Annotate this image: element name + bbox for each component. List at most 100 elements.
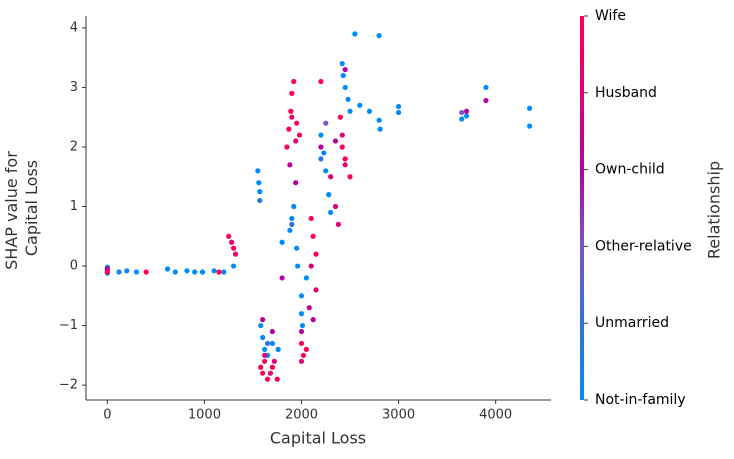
point: [306, 305, 312, 311]
point: [256, 180, 262, 186]
y-tick-label: 4: [70, 20, 78, 35]
point: [463, 108, 470, 114]
x-axis-label: Capital Loss: [270, 429, 366, 448]
point: [172, 269, 178, 275]
point: [229, 239, 235, 245]
point: [342, 162, 348, 168]
point: [527, 123, 533, 129]
point: [335, 221, 342, 227]
point: [255, 168, 261, 174]
point: [310, 233, 316, 239]
point: [323, 168, 329, 174]
point: [332, 203, 339, 210]
point: [279, 275, 285, 281]
point: [313, 251, 319, 257]
point: [293, 180, 299, 186]
point: [262, 346, 268, 352]
y-tick-label: −2: [59, 378, 78, 393]
point: [143, 269, 149, 275]
x-tick-label: 2000: [285, 408, 318, 423]
point: [459, 109, 465, 116]
point: [298, 358, 305, 364]
point: [260, 370, 266, 376]
y-tick-label: 1: [70, 199, 78, 214]
point: [339, 61, 345, 67]
y-axis-label-line: Capital Loss: [22, 160, 41, 256]
point: [347, 174, 353, 180]
point: [328, 209, 334, 216]
point: [527, 105, 533, 111]
point: [262, 352, 268, 358]
point: [192, 269, 198, 275]
point: [260, 334, 266, 341]
point: [269, 328, 275, 335]
point: [337, 114, 343, 120]
x-tick-label: 4000: [479, 408, 512, 423]
point: [308, 263, 314, 269]
point: [295, 263, 301, 269]
point: [293, 138, 299, 144]
colorbar: [580, 16, 584, 400]
colorbar-tick-label: Own-child: [595, 162, 665, 178]
point: [318, 132, 324, 138]
point: [230, 245, 237, 251]
point: [340, 72, 346, 79]
point: [395, 103, 402, 110]
point: [483, 84, 489, 91]
point: [308, 215, 314, 222]
point: [289, 114, 295, 120]
point: [289, 221, 295, 227]
point: [284, 144, 290, 150]
point: [376, 117, 382, 123]
point: [303, 275, 309, 281]
point: [274, 376, 280, 382]
point: [257, 189, 263, 195]
point: [230, 263, 237, 269]
point: [133, 269, 140, 275]
point: [323, 120, 329, 126]
point: [463, 113, 470, 119]
point: [483, 97, 489, 104]
point: [287, 162, 293, 168]
y-tick-label: 3: [70, 80, 78, 95]
y-axis-label: SHAP value for Capital Loss: [2, 146, 41, 270]
point: [377, 126, 383, 132]
point: [124, 268, 130, 274]
point: [104, 269, 110, 275]
point: [184, 268, 190, 274]
point: [258, 322, 264, 329]
point: [289, 90, 295, 96]
point: [199, 269, 206, 275]
point: [357, 102, 363, 108]
point: [318, 144, 324, 150]
point: [298, 328, 305, 335]
point: [287, 227, 293, 233]
point: [267, 370, 274, 376]
point: [291, 203, 297, 210]
point: [342, 66, 348, 73]
point: [342, 156, 348, 162]
x-tick-label: 0: [103, 408, 111, 423]
colorbar-tick-label: Unmarried: [595, 315, 669, 331]
point: [321, 150, 327, 156]
point: [264, 376, 271, 382]
y-tick-label: −1: [59, 318, 78, 333]
point: [303, 346, 309, 352]
point: [260, 317, 266, 323]
point: [291, 78, 297, 85]
point: [310, 317, 316, 323]
point: [347, 108, 353, 114]
point: [269, 364, 275, 370]
colorbar-tick-label: Other-relative: [595, 238, 692, 254]
point: [339, 132, 345, 138]
point: [288, 108, 294, 114]
point: [275, 346, 281, 352]
point: [352, 31, 358, 37]
point: [294, 120, 300, 126]
point: [366, 108, 373, 114]
point: [298, 311, 305, 317]
point: [294, 245, 300, 251]
point: [262, 358, 268, 364]
point: [216, 269, 222, 275]
point: [299, 322, 306, 329]
